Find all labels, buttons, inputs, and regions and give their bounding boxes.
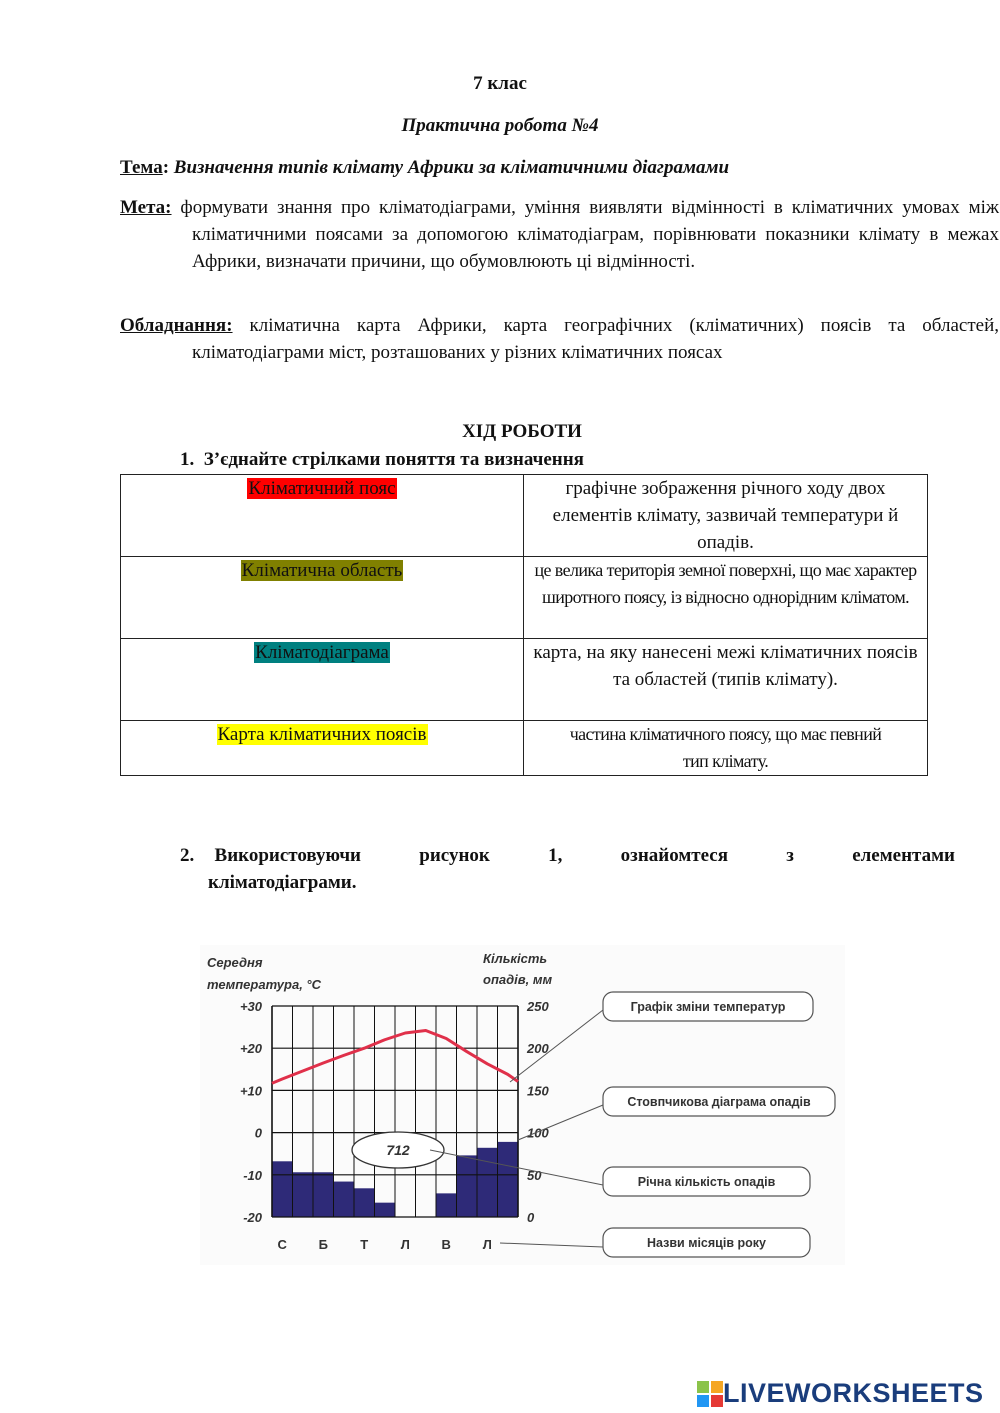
month-label: С [278,1237,288,1252]
goal-paragraph: Мета: формувати знання про кліматодіагра… [120,194,999,275]
topic-label: Тема [120,157,163,178]
liveworksheets-logo: LIVEWORKSHEETS [697,1378,984,1409]
term-text: Кліматодіаграма [254,642,390,663]
term-text: Кліматична область [240,560,404,581]
diagram-background [200,945,845,1265]
callout-box [602,1166,811,1197]
right-axis-label: Кількість [483,951,547,966]
definition-cell[interactable]: графічне зображення річного ходу двох ел… [523,474,928,557]
table-row: Кліматична область це велика територія з… [120,556,928,639]
callout-pointer [429,1149,604,1186]
definition-text: карта, на яку нанесені межі кліматичних … [533,642,918,690]
definition-text: це велика територія земної поверхні, що … [534,560,917,607]
equipment-label: Обладнання: [120,315,233,336]
precipitation-tick-label: 200 [526,1041,549,1056]
definition-text: частина кліматичного поясу, що має певни… [569,724,882,771]
precipitation-bar [456,1155,477,1217]
temperature-line [271,1028,519,1085]
month-label: Л [483,1237,492,1252]
term-cell[interactable]: Кліматичний пояс [120,474,524,557]
live-badge-icon [697,1380,723,1407]
table-row: Кліматодіаграма карта, на яку нанесені м… [120,638,928,721]
precipitation-tick-label: 0 [527,1210,535,1225]
precipitation-bar [292,1172,313,1217]
temperature-tick-label: -10 [243,1168,263,1183]
task1-number: 1. [180,449,195,470]
left-axis-label: Середня [207,955,263,970]
temperature-tick-label: -20 [243,1210,263,1225]
callout-box [602,1086,836,1117]
equipment-text: кліматична карта Африки, карта географіч… [192,315,999,363]
term-text: Карта кліматичних поясів [216,724,428,745]
callout-pointer [517,1104,604,1141]
logo-text: LIVEWORKSHEETS [723,1378,984,1408]
precipitation-tick-label: 100 [527,1126,549,1141]
term-cell[interactable]: Карта кліматичних поясів [120,720,524,776]
callout-box [602,991,814,1022]
grade-heading: 7 клас [473,73,527,94]
callout-pointer [509,1009,604,1083]
month-label: Т [360,1237,368,1252]
precipitation-bar [436,1193,457,1217]
precipitation-tick-label: 250 [526,999,549,1014]
callout-label: Графік зміни температур [631,1000,786,1014]
topic-colon: : [162,157,170,178]
precipitation-bar [354,1188,375,1217]
callout-label: Стовпчикова діаграма опадів [627,1095,811,1109]
callout-box [602,1227,811,1258]
definition-text: графічне зображення річного ходу двох ел… [552,478,899,553]
temperature-tick-label: 0 [255,1126,263,1141]
table-row: Кліматичний пояс графічне зображення річ… [120,474,928,557]
term-cell[interactable]: Кліматична область [120,556,524,639]
precipitation-bar [272,1161,293,1217]
task2-heading: 2. Використовуючи рисунок 1, ознайомтеся… [180,842,955,896]
annual-precipitation-ellipse [351,1131,445,1169]
callout-label: Назви місяців року [647,1236,766,1250]
equipment-paragraph: Обладнання: кліматична карта Африки, кар… [120,312,999,366]
goal-text: формувати знання про кліматодіаграми, ум… [171,197,999,272]
callout-label: Річна кількість опадів [638,1175,776,1189]
precipitation-tick-label: 150 [527,1083,549,1098]
precipitation-tick-label: 50 [527,1168,542,1183]
precipitation-bar [374,1202,395,1217]
month-label: Л [401,1237,410,1252]
task2-text: Використовуючи рисунок 1, ознайомтеся з … [208,845,956,893]
precipitation-bar [313,1172,334,1217]
definition-cell[interactable]: це велика територія земної поверхні, що … [523,556,928,639]
term-cell[interactable]: Кліматодіаграма [120,638,524,721]
task2-number: 2. [180,845,195,866]
annual-precipitation-value: 712 [386,1142,410,1158]
month-label: Б [319,1237,328,1252]
definition-cell[interactable]: карта, на яку нанесені межі кліматичних … [523,638,928,721]
goal-label: Мета: [120,197,172,218]
definition-cell[interactable]: частина кліматичного поясу, що має певни… [523,720,928,776]
temperature-tick-label: +30 [240,999,263,1014]
precipitation-bar [477,1147,498,1217]
table-row: Карта кліматичних поясів частина клімати… [120,720,928,776]
precipitation-bar [497,1141,518,1217]
matching-table: Кліматичний пояс графічне зображення річ… [120,474,928,776]
task1-text: З’єднайте стрілками поняття та визначенн… [203,449,584,470]
temperature-tick-label: +10 [240,1083,263,1098]
callout-pointer [499,1242,604,1248]
precipitation-bar [333,1181,354,1217]
topic-text: Визначення типів клімату Африки за кліма… [169,157,730,178]
left-axis-label: температура, °С [207,977,322,992]
procedure-title: ХІД РОБОТИ [462,421,582,442]
work-title: Практична робота №4 [401,115,599,136]
topic-line: Тема: Визначення типів клімату Африки за… [120,154,927,181]
term-text: Кліматичний пояс [247,478,397,499]
right-axis-label: опадів, мм [483,972,552,987]
month-label: В [442,1237,451,1252]
temperature-tick-label: +20 [240,1041,263,1056]
task1-heading: 1. З’єднайте стрілками поняття та визнач… [180,449,584,471]
